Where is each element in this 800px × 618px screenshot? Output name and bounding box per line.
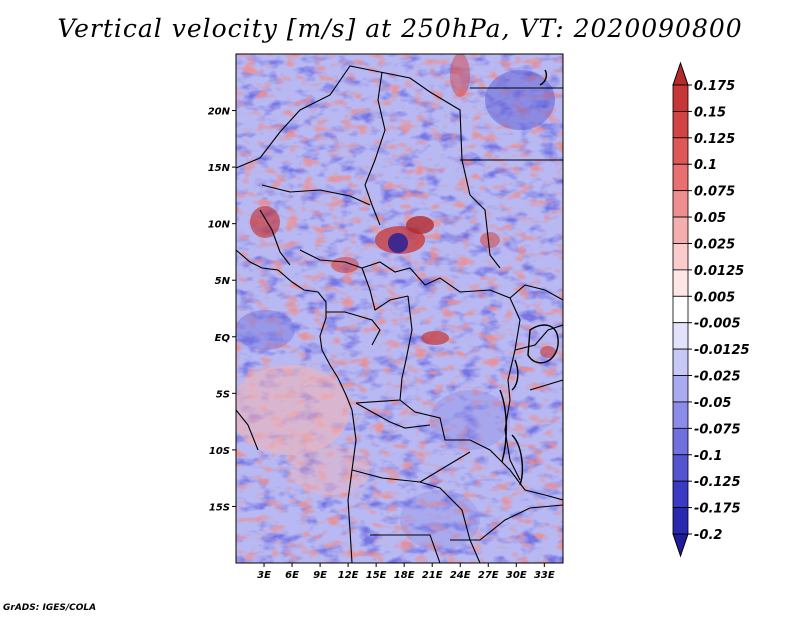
- colorbar-swatch: [672, 216, 689, 244]
- colorbar-bottom-arrow: [672, 533, 689, 558]
- colorbar-label: -0.005: [694, 317, 741, 332]
- colorbar-label: 0.175: [694, 79, 735, 94]
- colorbar-swatch: [672, 243, 689, 271]
- lon-tick-label: 15E: [366, 570, 387, 581]
- lat-tick-label: 20N: [208, 107, 231, 118]
- colorbar-label: 0.0125: [694, 264, 744, 279]
- colorbar: 0.175 0.15 0.125 0.1 0.075 0.05 0.025 0.0125 0.0…: [672, 61, 750, 558]
- colorbar-swatch: [672, 269, 689, 297]
- colorbar-swatch: [672, 190, 689, 218]
- lat-tick-label: 5N: [215, 276, 231, 287]
- colorbar-swatch: [672, 454, 689, 482]
- colorbar-label: 0.075: [694, 185, 735, 200]
- colorbar-label: 0.005: [694, 290, 735, 305]
- colorbar-label: 0.1: [694, 158, 717, 173]
- colorbar-swatch: [672, 137, 689, 165]
- lon-tick-label: 9E: [313, 570, 327, 581]
- lon-tick-label: 33E: [534, 570, 555, 581]
- colorbar-top-arrow: [672, 61, 689, 86]
- colorbar-label: -0.125: [694, 475, 741, 490]
- lon-tick-label: 30E: [506, 570, 527, 581]
- map-title: Vertical velocity [m/s] at 250hPa, VT: 2…: [57, 14, 743, 43]
- map-frame: [235, 53, 564, 564]
- colorbar-label: 0.025: [694, 237, 735, 252]
- colorbar-swatch: [672, 322, 689, 350]
- longitude-axis: 3E 6E 9E 12E 15E 18E 21E 24E 27E 30E 33E: [257, 563, 555, 581]
- colorbar-swatch: [672, 348, 689, 376]
- lon-tick-label: 24E: [450, 570, 471, 581]
- colorbar-label: -0.175: [694, 502, 741, 517]
- colorbar-swatch: [672, 401, 689, 429]
- vertical-velocity-field: [236, 54, 563, 563]
- lon-tick-label: 18E: [394, 570, 415, 581]
- colorbar-swatch: [672, 111, 689, 139]
- colorbar-label: 0.15: [694, 105, 726, 120]
- lat-tick-label: 10N: [208, 220, 231, 231]
- colorbar-swatch: [672, 295, 689, 324]
- colorbar-swatch: [672, 163, 689, 192]
- lat-tick-label: EQ: [215, 333, 231, 344]
- lon-tick-label: 21E: [422, 570, 443, 581]
- borders: [236, 65, 563, 563]
- lat-tick-label: 15N: [208, 163, 231, 174]
- lat-tick-label: 5S: [216, 389, 230, 400]
- colorbar-label: -0.2: [694, 528, 722, 543]
- colorbar-swatch: [672, 84, 689, 112]
- lon-tick-label: 3E: [257, 570, 271, 581]
- colorbar-label: 0.05: [694, 211, 726, 226]
- colorbar-swatch: [672, 375, 689, 403]
- colorbar-label: -0.0125: [694, 343, 750, 358]
- colorbar-label: -0.025: [694, 370, 741, 385]
- lat-tick-label: 15S: [209, 502, 230, 513]
- lon-tick-label: 6E: [285, 570, 299, 581]
- lat-tick-label: 10S: [209, 446, 230, 457]
- colorbar-label: 0.125: [694, 132, 735, 147]
- colorbar-label: -0.05: [694, 396, 731, 411]
- colorbar-label: -0.075: [694, 422, 741, 437]
- colorbar-swatch: [672, 507, 689, 535]
- colorbar-swatch: [672, 480, 689, 508]
- latitude-axis: 20N 15N 10N 5N EQ 5S 10S 15S: [208, 107, 236, 513]
- colorbar-label: -0.1: [694, 449, 722, 464]
- great-lakes: [499, 69, 559, 486]
- grads-credit: GrADS: IGES/COLA: [3, 603, 97, 613]
- lon-tick-label: 12E: [338, 570, 359, 581]
- lon-tick-label: 27E: [478, 570, 499, 581]
- colorbar-swatch: [672, 427, 689, 456]
